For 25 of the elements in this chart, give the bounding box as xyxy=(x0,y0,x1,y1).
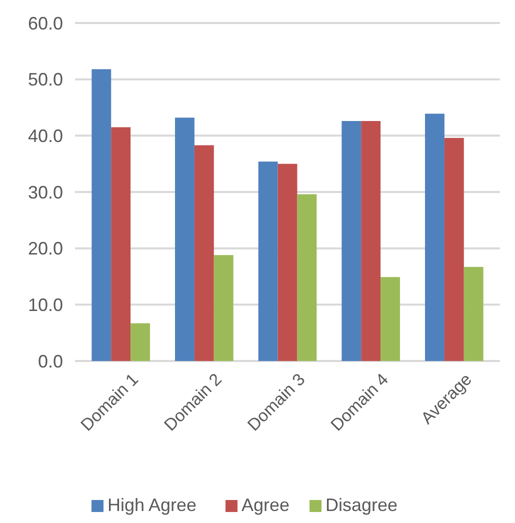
legend-label: Disagree xyxy=(326,495,398,515)
bar xyxy=(425,114,444,361)
y-tick-label: 60.0 xyxy=(28,13,63,34)
y-tick-label: 20.0 xyxy=(28,238,63,259)
bar xyxy=(111,127,131,361)
bar xyxy=(92,69,112,361)
bar xyxy=(342,121,362,361)
y-tick-label: 30.0 xyxy=(28,182,63,202)
bar xyxy=(464,266,484,361)
y-tick-label: 40.0 xyxy=(28,126,63,146)
bar xyxy=(175,118,194,361)
y-tick-label: 0.0 xyxy=(38,351,63,372)
y-tick-label: 50.0 xyxy=(28,70,63,90)
bar xyxy=(361,121,381,361)
y-tick-label: 10.0 xyxy=(28,294,63,315)
bar xyxy=(278,164,298,361)
bar xyxy=(297,194,317,361)
legend-label: High Agree xyxy=(108,495,197,515)
bar xyxy=(444,138,464,361)
bar xyxy=(194,145,214,361)
bar xyxy=(214,255,234,361)
legend-label: Agree xyxy=(242,495,290,515)
bar xyxy=(380,277,400,361)
bar xyxy=(258,162,278,361)
bar xyxy=(130,323,150,361)
